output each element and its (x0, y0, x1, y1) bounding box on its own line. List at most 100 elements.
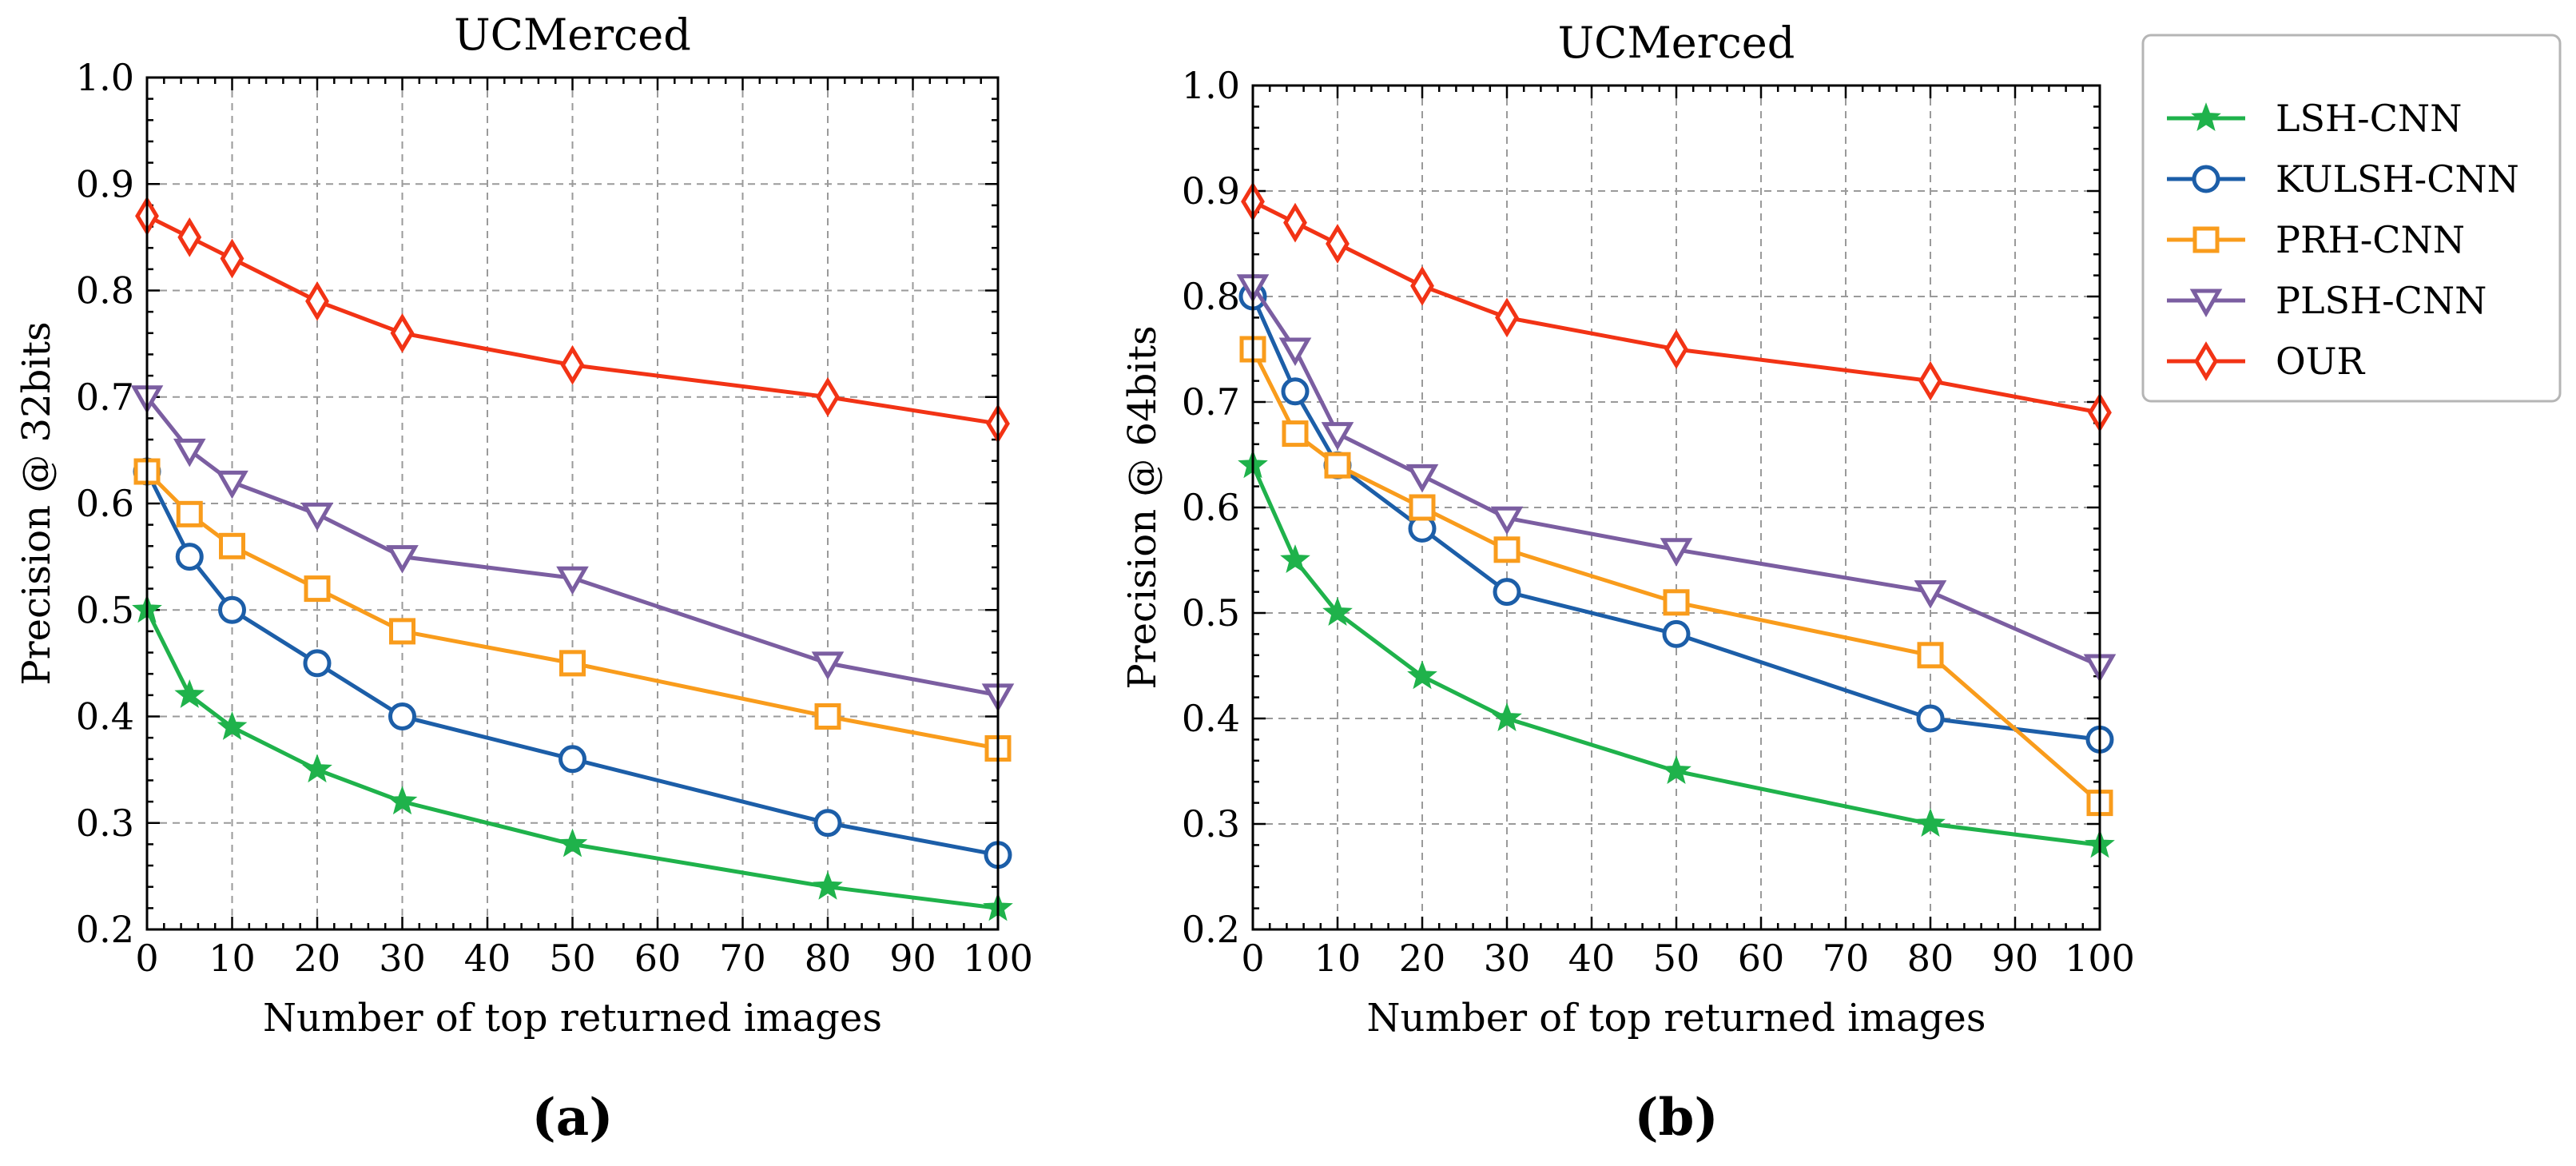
y-tick-label: 0.6 (1182, 486, 1240, 529)
data-point (1410, 265, 1434, 306)
series-prh-cnn (1239, 336, 2113, 817)
series-lsh-cnn (132, 594, 1013, 921)
x-tick-label: 60 (634, 937, 682, 980)
data-point (388, 702, 416, 730)
y-tick-label: 0.5 (1182, 591, 1240, 635)
legend-entry-prh-cnn: PRH-CNN (2167, 218, 2465, 261)
data-point (559, 650, 586, 677)
panel-label: (a) (531, 1088, 613, 1148)
plot-frame (145, 76, 1000, 931)
data-point (177, 217, 202, 257)
legend-label: OUR (2276, 340, 2365, 383)
y-axis-label: Precision @ 32bits (14, 321, 59, 685)
chart-panel-a: 0 10 20 30 40 50 60 70 80 90 100 0.2 0.3 0.4 0.5 0.6 0.7… (14, 10, 1033, 1148)
y-tick-label: 0.8 (1182, 275, 1240, 318)
data-point (303, 649, 332, 678)
panel-label: (b) (1634, 1088, 1718, 1148)
data-point (1407, 660, 1437, 690)
x-tick-label: 100 (2065, 937, 2135, 980)
y-tick-label: 0.3 (1182, 802, 1240, 846)
data-point (1405, 464, 1439, 493)
legend-marker (2192, 226, 2220, 253)
data-point (1492, 702, 1522, 732)
data-point (386, 545, 419, 574)
x-tick-label: 90 (889, 937, 936, 980)
x-tick-label: 30 (1484, 937, 1531, 980)
legend-label: LSH-CNN (2276, 97, 2462, 140)
y-tick-label: 0.2 (1182, 908, 1240, 951)
y-tick-label: 0.4 (76, 695, 134, 738)
data-point (1326, 224, 1350, 264)
data-point (814, 703, 841, 730)
x-tick-label: 40 (464, 937, 511, 980)
data-point (1322, 597, 1353, 627)
data-point (389, 618, 415, 645)
y-tick-label: 1.0 (76, 56, 134, 99)
x-tick-label: 10 (1314, 937, 1362, 980)
data-point (1663, 589, 1690, 616)
x-tick-label: 20 (1399, 937, 1446, 980)
x-tick-label: 10 (209, 937, 256, 980)
y-tick-label: 0.3 (76, 802, 134, 845)
legend-marker (2194, 341, 2218, 381)
series-lsh-cnn (1238, 449, 2115, 858)
data-point (1661, 755, 1691, 785)
data-point (1282, 420, 1309, 448)
data-point (1660, 538, 1693, 567)
data-point (1914, 580, 1947, 609)
data-point (219, 532, 245, 559)
chart-title: UCMerced (1558, 18, 1795, 68)
data-point (390, 312, 415, 353)
legend-entry-lsh-cnn: LSH-CNN (2167, 97, 2462, 140)
data-point (1324, 452, 1351, 479)
data-point (1664, 329, 1688, 369)
data-point (1917, 642, 1944, 669)
data-point (1283, 202, 1307, 243)
y-tick-label: 1.0 (1182, 64, 1240, 107)
x-tick-label: 20 (294, 937, 341, 980)
chart-title: UCMerced (454, 10, 691, 60)
x-tick-label: 80 (1907, 937, 1954, 980)
data-point (813, 870, 843, 900)
x-tick-label: 40 (1568, 937, 1616, 980)
data-point (560, 344, 585, 385)
data-point (304, 575, 331, 603)
x-axis-label: Number of top returned images (1367, 996, 1986, 1041)
data-point (305, 281, 329, 321)
data-point (1915, 808, 1946, 838)
data-point (1916, 704, 1945, 733)
series-our (135, 196, 1010, 444)
x-tick-label: 90 (1992, 937, 2039, 980)
data-point (1662, 619, 1691, 648)
data-point (217, 711, 248, 740)
data-point (302, 754, 332, 783)
data-point (1493, 578, 1521, 607)
y-tick-label: 0.5 (76, 588, 134, 631)
legend-entry-plsh-cnn: PLSH-CNN (2167, 279, 2487, 322)
legend-marker (2192, 165, 2220, 193)
data-point (218, 595, 246, 624)
x-tick-label: 30 (379, 937, 426, 980)
legend-marker (2189, 289, 2223, 318)
data-point (811, 651, 845, 680)
legend-entry-kulsh-cnn: KULSH-CNN (2167, 157, 2519, 201)
data-point (175, 543, 204, 571)
data-point (1281, 377, 1310, 406)
data-point (1493, 536, 1521, 563)
legend-label: PRH-CNN (2276, 218, 2465, 261)
series-line (145, 396, 999, 698)
x-tick-label: 80 (805, 937, 852, 980)
y-tick-label: 0.8 (76, 269, 134, 312)
series-our (1241, 181, 2112, 433)
data-point (220, 238, 244, 279)
data-point (176, 500, 203, 527)
series-line (1250, 285, 2101, 668)
legend-entry-our: OUR (2167, 340, 2365, 383)
y-tick-label: 0.9 (1182, 169, 1240, 213)
data-point (216, 470, 248, 499)
legend-label: KULSH-CNN (2276, 157, 2519, 201)
data-point (1278, 337, 1312, 367)
series-prh-cnn (133, 458, 1012, 762)
x-tick-label: 0 (1241, 937, 1264, 980)
x-tick-label: 0 (135, 937, 158, 980)
